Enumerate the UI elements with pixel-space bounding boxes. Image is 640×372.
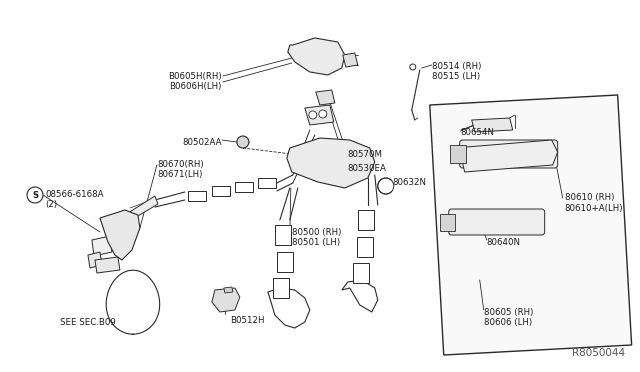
Text: 80671(LH): 80671(LH) <box>157 170 202 179</box>
Polygon shape <box>342 280 378 312</box>
Bar <box>358 210 374 230</box>
Text: 80654N: 80654N <box>461 128 495 137</box>
Text: 08566-6168A: 08566-6168A <box>45 190 104 199</box>
Text: 80606 (LH): 80606 (LH) <box>484 318 532 327</box>
Polygon shape <box>472 118 513 132</box>
Polygon shape <box>316 90 335 105</box>
Circle shape <box>309 111 317 119</box>
Circle shape <box>237 136 249 148</box>
Polygon shape <box>95 257 120 273</box>
Bar <box>275 225 291 245</box>
Text: B0606H(LH): B0606H(LH) <box>170 82 222 91</box>
Text: 80500 (RH): 80500 (RH) <box>292 228 341 237</box>
Text: 80610 (RH): 80610 (RH) <box>564 193 614 202</box>
Text: B0605H(RH): B0605H(RH) <box>168 72 222 81</box>
Polygon shape <box>125 196 158 222</box>
Text: 80632N: 80632N <box>393 178 427 187</box>
Text: (2): (2) <box>45 200 57 209</box>
Bar <box>273 278 289 298</box>
Bar <box>235 182 253 192</box>
Circle shape <box>378 178 394 194</box>
Text: 80530EA: 80530EA <box>348 164 387 173</box>
Circle shape <box>319 110 327 118</box>
Bar <box>440 214 455 231</box>
Bar <box>212 186 230 196</box>
Polygon shape <box>461 140 557 172</box>
Circle shape <box>27 187 43 203</box>
Bar <box>353 263 369 283</box>
Text: 80501 (LH): 80501 (LH) <box>292 238 340 247</box>
Text: R8050044: R8050044 <box>572 348 625 358</box>
Text: B0512H: B0512H <box>230 316 264 325</box>
Polygon shape <box>268 288 310 328</box>
Polygon shape <box>288 38 345 75</box>
Text: SEE SEC.B09: SEE SEC.B09 <box>60 318 116 327</box>
FancyBboxPatch shape <box>449 209 545 235</box>
Polygon shape <box>88 252 102 268</box>
FancyBboxPatch shape <box>460 140 557 168</box>
Text: 80514 (RH): 80514 (RH) <box>432 62 481 71</box>
Polygon shape <box>287 138 375 188</box>
Polygon shape <box>224 287 233 293</box>
Text: 80610+A(LH): 80610+A(LH) <box>564 204 623 213</box>
Polygon shape <box>343 53 358 67</box>
Polygon shape <box>92 236 112 256</box>
Text: 80570M: 80570M <box>348 150 383 159</box>
Polygon shape <box>100 210 140 260</box>
Bar <box>277 252 293 272</box>
Text: 80605 (RH): 80605 (RH) <box>484 308 533 317</box>
Polygon shape <box>305 105 334 125</box>
Circle shape <box>410 64 416 70</box>
Bar <box>356 237 372 257</box>
Text: 80670(RH): 80670(RH) <box>157 160 204 169</box>
Text: 80515 (LH): 80515 (LH) <box>432 72 480 81</box>
Bar <box>450 145 466 163</box>
Text: 80640N: 80640N <box>486 238 521 247</box>
Bar <box>258 178 276 188</box>
Text: S: S <box>32 190 38 199</box>
Polygon shape <box>106 270 159 334</box>
Polygon shape <box>212 288 240 312</box>
Text: 80502AA: 80502AA <box>182 138 222 147</box>
Polygon shape <box>429 95 632 355</box>
Bar <box>188 191 206 201</box>
